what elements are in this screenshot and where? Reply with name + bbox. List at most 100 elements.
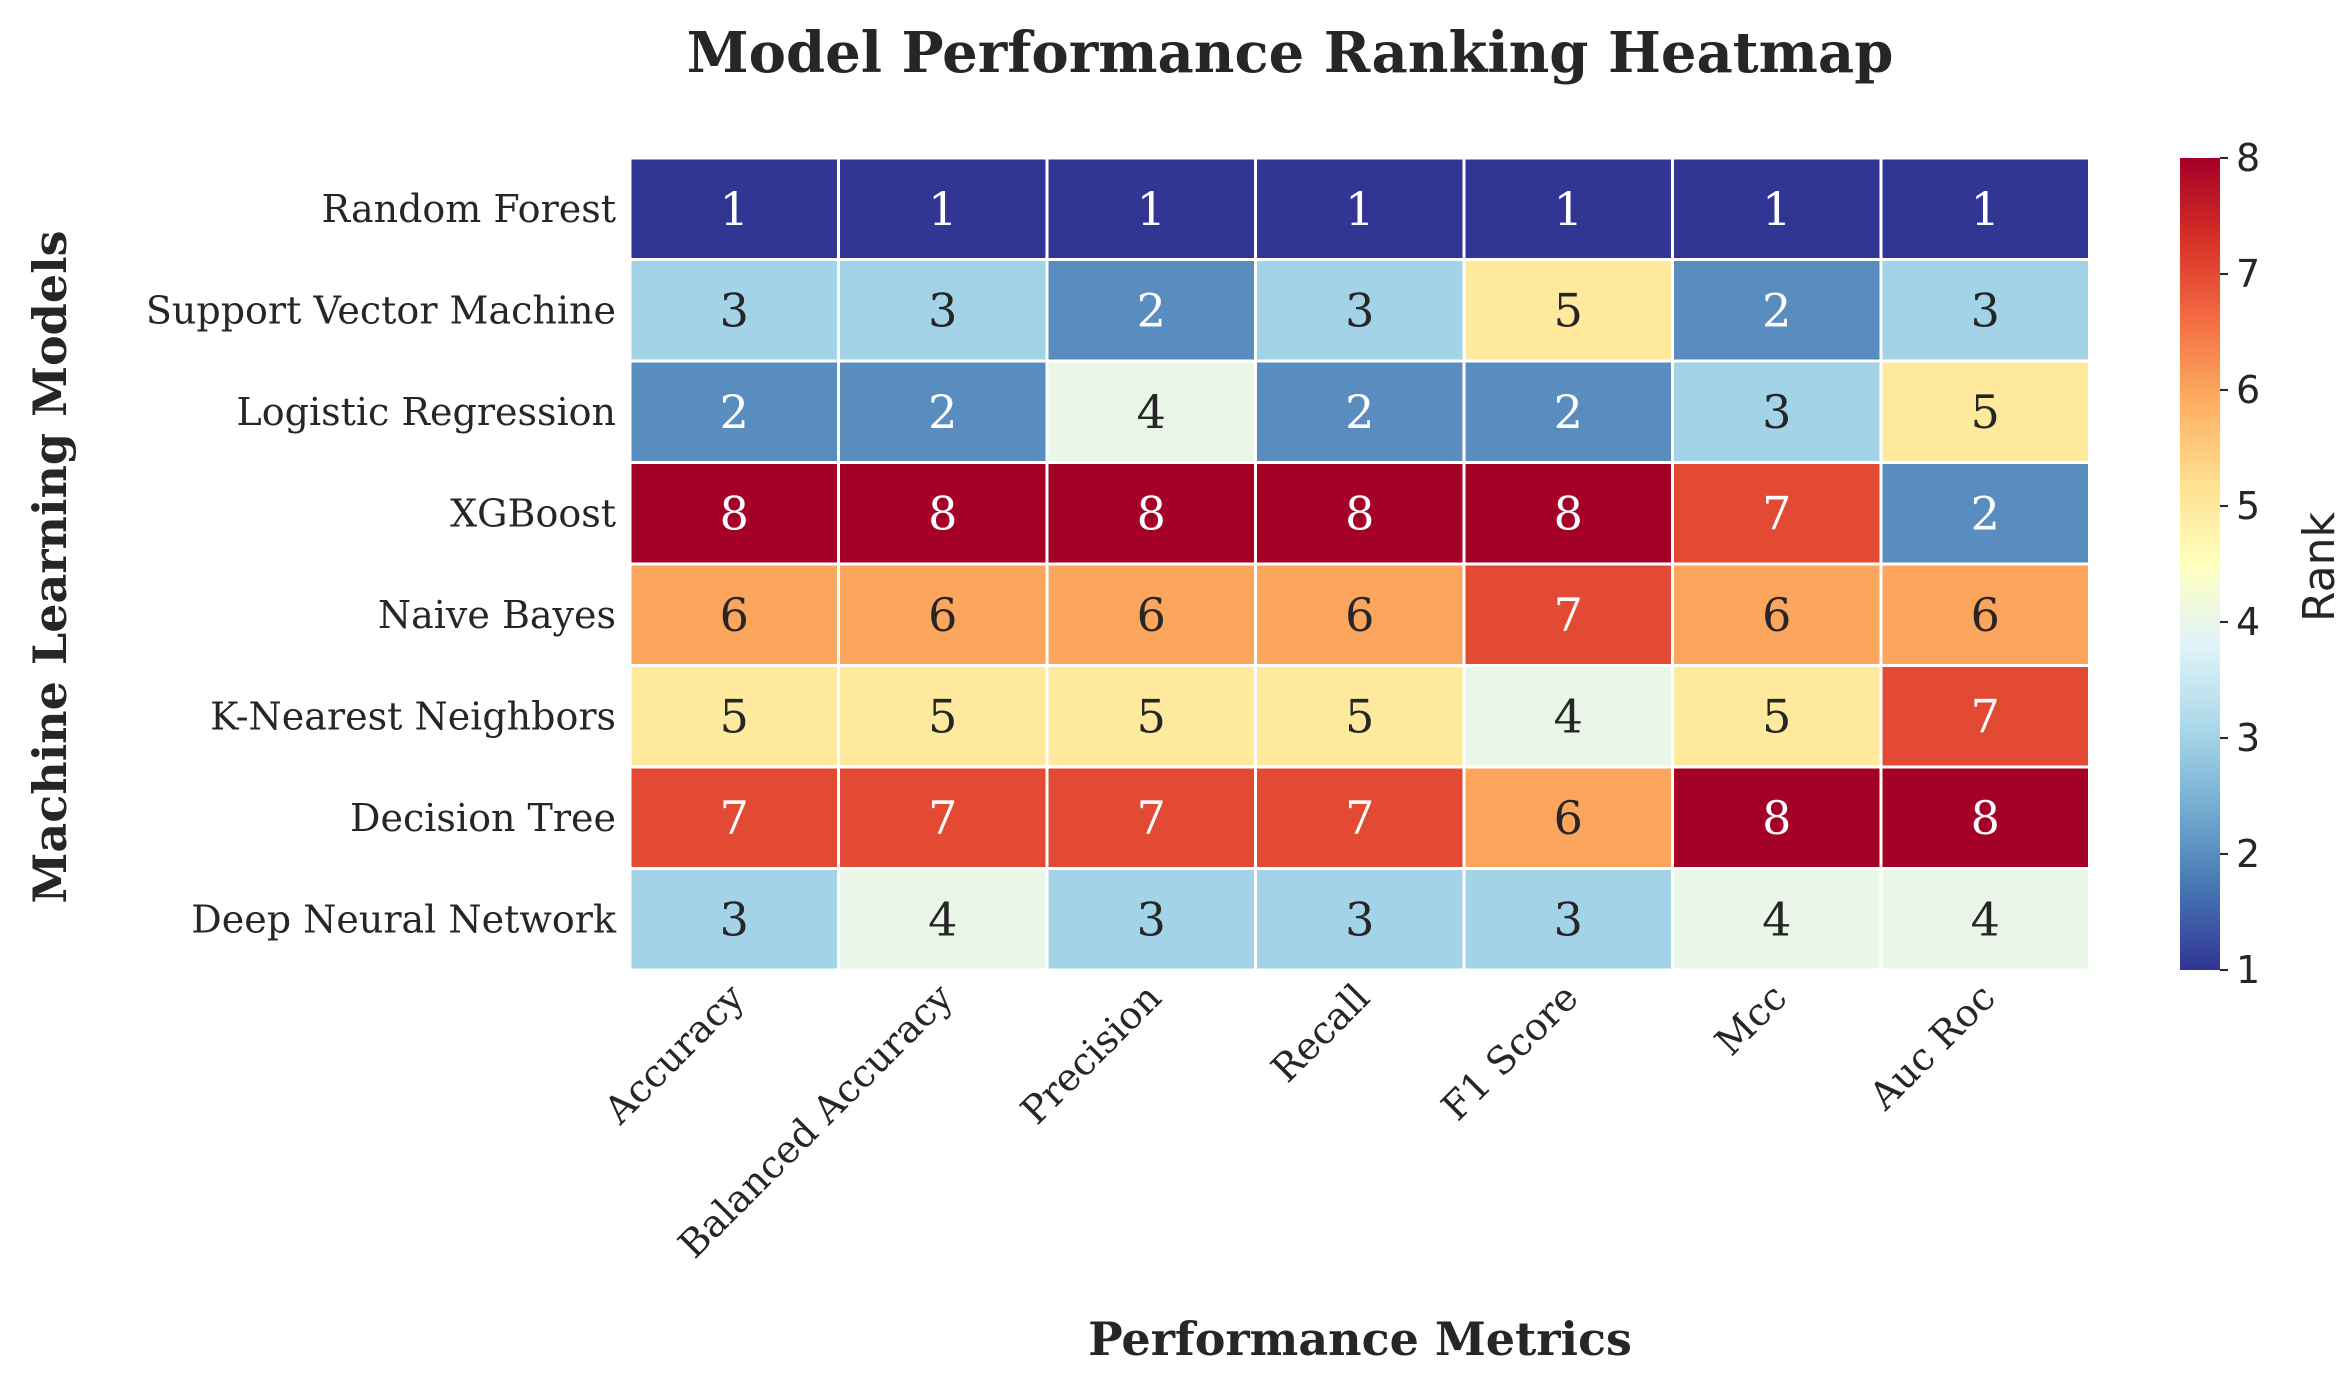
y-tick-label: Logistic Regression [237,390,616,434]
cell-value-label: 4 [1137,385,1166,439]
cell-value-label: 3 [1345,283,1374,337]
cell-value-label: 7 [1762,486,1791,540]
cell-value-label: 2 [1762,283,1791,337]
cell-value-label: 8 [1554,486,1583,540]
colorbar-tick-label: 4 [2236,600,2260,644]
heatmap-cell [1671,461,1883,566]
x-tick-label: Precision [1012,975,1169,1132]
colorbar-tick-label: 5 [2236,484,2260,528]
cell-value-label: 1 [1762,182,1791,236]
heatmap-cell [1879,258,2091,363]
cell-value-label: 7 [720,791,749,845]
cell-value-label: 5 [928,689,957,743]
chart-title: Model Performance Ranking Heatmap [687,20,1894,86]
heatmap-cell [1879,765,2091,870]
colorbar-tick-label: 7 [2236,252,2260,296]
cell-value-label: 2 [1345,385,1374,439]
y-axis-label: Machine Learning Models [23,231,77,904]
cell-value-label: 6 [1971,588,2000,642]
cell-value-label: 2 [720,385,749,439]
heatmap-cell [628,867,840,972]
heatmap-cell [1254,359,1466,464]
heatmap-cell [1671,156,1883,261]
cell-value-label: 8 [720,486,749,540]
cell-value-label: 7 [1971,689,2000,743]
cell-value-label: 3 [1971,283,2000,337]
cell-value-label: 3 [1345,892,1374,946]
colorbar-tick-label: 1 [2236,948,2260,992]
heatmap-cell [628,461,840,566]
heatmap-cell [1045,765,1257,870]
cell-value-label: 8 [928,486,957,540]
cell-value-label: 7 [1137,791,1166,845]
y-tick-label: Support Vector Machine [146,288,616,332]
y-tick-label: Naive Bayes [378,593,616,637]
cell-value-label: 8 [1345,486,1374,540]
cell-value-label: 4 [1971,892,2000,946]
cell-value-label: 3 [1762,385,1791,439]
heatmap-cell [628,258,840,363]
colorbar-tick-label: 8 [2236,136,2260,180]
cell-value-label: 2 [1137,283,1166,337]
cell-value-label: 1 [928,182,957,236]
cell-value-label: 1 [1345,182,1374,236]
x-tick-label: Recall [1263,975,1379,1091]
colorbar-label: Rank [2294,512,2345,622]
heatmap-cell [1462,359,1674,464]
heatmap-cell [837,664,1049,769]
heatmap-cell [628,156,840,261]
heatmap-cell [1671,867,1883,972]
cell-value-label: 3 [720,283,749,337]
heatmap-cell [837,156,1049,261]
colorbar: 1 2 3 4 5 6 7 8 [2180,136,2260,992]
heatmap-cell [1045,562,1257,667]
cell-value-label: 5 [1345,689,1374,743]
cell-value-label: 5 [1554,283,1583,337]
heatmap-cell [1462,258,1674,363]
cell-value-label: 5 [1971,385,2000,439]
colorbar-tick-label: 6 [2236,368,2260,412]
cell-value-label: 5 [1137,689,1166,743]
cell-value-label: 5 [1762,689,1791,743]
heatmap-cell [837,461,1049,566]
cell-value-label: 3 [720,892,749,946]
x-axis-label: Performance Metrics [1088,1312,1632,1366]
cell-value-label: 3 [928,283,957,337]
x-tick-label: Mcc [1706,975,1795,1064]
y-tick-label: XGBoost [450,491,616,535]
cell-value-label: 2 [1554,385,1583,439]
heatmap-cell [1045,258,1257,363]
heatmap-cell [1671,765,1883,870]
cell-value-label: 7 [1554,588,1583,642]
x-tick-label: Auc Roc [1860,975,2004,1119]
heatmap-cell [1671,359,1883,464]
cell-value-label: 1 [720,182,749,236]
y-tick-label: Decision Tree [350,796,616,840]
heatmap-cell [1879,664,2091,769]
cell-value-label: 6 [1554,791,1583,845]
cell-value-label: 3 [1554,892,1583,946]
cell-value-label: 3 [1137,892,1166,946]
cell-value-label: 4 [1762,892,1791,946]
cell-value-label: 8 [1971,791,2000,845]
cell-value-label: 2 [928,385,957,439]
x-tick-label: F1 Score [1433,975,1587,1129]
heatmap-cell [628,562,840,667]
cell-value-label: 8 [1762,791,1791,845]
heatmap-cell [1462,664,1674,769]
cell-value-label: 6 [720,588,749,642]
heatmap-cell [628,664,840,769]
heatmap-cell [1879,359,2091,464]
heatmap-cell [1254,765,1466,870]
cell-value-label: 7 [1345,791,1374,845]
heatmap-cell [628,765,840,870]
cell-value-label: 1 [1971,182,2000,236]
heatmap-cells: 1 1 1 1 1 1 1 3 3 2 3 5 2 3 2 2 4 2 2 3 5 8 8 8 8 8 7 2 6 6 6 6 7 6 6 5 5 5 5 4… [628,156,2091,972]
cell-value-label: 4 [928,892,957,946]
cell-value-label: 6 [1762,588,1791,642]
heatmap-cell [837,359,1049,464]
y-tick-label: Random Forest [321,187,616,231]
heatmap-cell [1254,664,1466,769]
